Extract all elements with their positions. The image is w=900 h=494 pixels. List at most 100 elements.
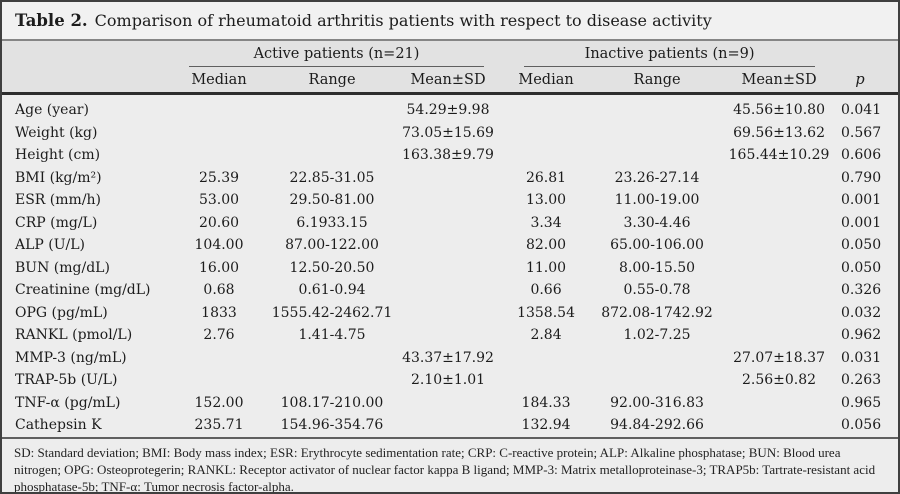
inactive-meansd-cell — [722, 189, 836, 212]
row-label: MMP-3 (ng/mL) — [15, 349, 127, 366]
group-header-row: Active patients (n=21) Inactive patients… — [2, 41, 898, 68]
table-number: Table 2. — [15, 11, 88, 30]
active-median-header: Median — [170, 68, 268, 95]
active-meansd-cell — [396, 234, 500, 257]
row-label: Age (year) — [15, 102, 89, 118]
footer-rule — [2, 436, 898, 439]
table-row: MMP-3 (ng/mL) 43.37±17.92 27.07±18.37 0.… — [2, 347, 898, 370]
active-median-cell — [170, 122, 268, 145]
row-label: CRP (mg/L) — [15, 214, 98, 231]
active-meansd-cell — [396, 324, 500, 347]
inactive-median-cell — [500, 122, 592, 145]
active-meansd-cell — [396, 302, 500, 325]
inactive-range-cell: 872.08-1742.92 — [601, 304, 713, 321]
active-range-cell: 87.00-122.00 — [285, 237, 379, 253]
inactive-median-cell: 132.94 — [521, 417, 571, 433]
inactive-meansd-cell: 165.44±10.29 — [728, 147, 830, 163]
inactive-range-header: Range — [592, 68, 723, 95]
active-range-cell — [268, 369, 396, 392]
inactive-range-cell — [592, 347, 722, 370]
row-label: BUN (mg/dL) — [15, 259, 110, 276]
inactive-range-cell — [592, 369, 722, 392]
comparison-table: Active patients (n=21) Inactive patients… — [2, 41, 898, 437]
active-median-cell — [170, 144, 268, 167]
row-label: ESR (mm/h) — [15, 192, 102, 208]
table-caption: Comparison of rheumatoid arthritis patie… — [94, 11, 712, 30]
p-value-cell: 0.031 — [841, 349, 882, 366]
active-median-cell: 104.00 — [194, 237, 244, 253]
p-value-cell: 0.790 — [841, 169, 882, 186]
inactive-median-cell: 82.00 — [525, 237, 567, 253]
row-label: Cathepsin K — [15, 417, 102, 433]
active-meansd-cell: 54.29±9.98 — [406, 102, 490, 118]
inactive-meansd-cell: 27.07±18.37 — [733, 349, 825, 366]
table-row: TRAP-5b (U/L) 2.10±1.01 2.56±0.82 0.263 — [2, 369, 898, 392]
active-median-cell: 2.76 — [203, 327, 235, 343]
row-label: BMI (kg/m²) — [15, 169, 102, 186]
active-range-cell: 1555.42-2462.71 — [271, 304, 393, 321]
row-label: ALP (U/L) — [15, 237, 86, 253]
inactive-meansd-cell — [722, 324, 836, 347]
inactive-range-cell: 1.02-7.25 — [623, 327, 691, 343]
active-median-cell: 53.00 — [198, 192, 240, 208]
parameter-header — [2, 68, 170, 95]
inactive-range-cell — [592, 122, 722, 145]
inactive-meansd-cell — [722, 392, 836, 415]
p-value-cell: 0.263 — [841, 372, 882, 388]
active-range-cell: 12.50-20.50 — [289, 259, 375, 276]
active-median-cell — [170, 94, 268, 122]
inactive-range-cell — [592, 144, 722, 167]
active-meansd-cell — [396, 279, 500, 302]
inactive-median-cell: 1358.54 — [517, 304, 575, 321]
row-label: TRAP-5b (U/L) — [15, 372, 118, 388]
sub-header-row: Median Range Mean±SD Median Range Mean±S… — [2, 68, 898, 95]
inactive-meansd-cell — [722, 279, 836, 302]
row-label: RANKL (pmol/L) — [15, 327, 133, 343]
row-label: Creatinine (mg/dL) — [15, 282, 151, 298]
active-meansd-cell: 2.10±1.01 — [410, 372, 486, 388]
active-meansd-cell — [396, 392, 500, 415]
inactive-median-cell — [500, 369, 592, 392]
active-range-cell: 0.61-0.94 — [298, 282, 366, 298]
row-label: TNF-α (pg/mL) — [15, 394, 121, 411]
inactive-meansd-cell — [722, 234, 836, 257]
inactive-median-cell — [500, 144, 592, 167]
p-value-cell: 0.965 — [841, 394, 882, 411]
title-rule — [2, 39, 898, 41]
p-column-spacer — [836, 41, 898, 68]
inactive-meansd-cell — [722, 257, 836, 280]
inactive-median-cell: 26.81 — [525, 169, 567, 186]
inactive-meansd-cell — [722, 414, 836, 437]
active-patients-group-header: Active patients (n=21) — [170, 41, 500, 68]
active-range-cell: 29.50-81.00 — [289, 192, 375, 208]
active-median-cell: 16.00 — [198, 259, 240, 276]
inactive-meansd-header: Mean±SD — [722, 68, 837, 95]
table-row: RANKL (pmol/L) 2.76 1.41-4.75 2.84 1.02-… — [2, 324, 898, 347]
active-median-cell — [170, 347, 268, 370]
active-range-cell — [268, 347, 396, 370]
active-meansd-cell — [396, 414, 500, 437]
inactive-meansd-cell — [722, 212, 836, 235]
active-range-cell — [268, 144, 396, 167]
active-range-cell: 108.17-210.00 — [280, 394, 384, 411]
p-value-cell: 0.050 — [841, 259, 882, 276]
p-value-cell: 0.001 — [841, 192, 882, 208]
row-label: Height (cm) — [15, 147, 101, 163]
table-row: BUN (mg/dL) 16.00 12.50-20.50 11.00 8.00… — [2, 257, 898, 280]
row-label: Weight (kg) — [15, 124, 98, 141]
table-row: Height (cm) 163.38±9.79 165.44±10.29 0.6… — [2, 144, 898, 167]
abbreviations-footnote: SD: Standard deviation; BMI: Body mass i… — [14, 444, 876, 494]
p-value-cell: 0.606 — [841, 147, 882, 163]
active-meansd-cell — [396, 257, 500, 280]
inactive-meansd-cell: 69.56±13.62 — [733, 124, 825, 141]
inactive-median-cell: 184.33 — [521, 394, 571, 411]
inactive-median-cell — [500, 347, 592, 370]
inactive-meansd-cell: 2.56±0.82 — [742, 372, 817, 388]
inactive-meansd-cell — [722, 167, 836, 190]
inactive-patients-group-header: Inactive patients (n=9) — [500, 41, 836, 68]
p-value-cell: 0.326 — [841, 282, 882, 298]
active-meansd-cell: 43.37±17.92 — [402, 349, 494, 366]
p-value-cell: 0.962 — [841, 327, 882, 343]
table-row: TNF-α (pg/mL) 152.00 108.17-210.00 184.3… — [2, 392, 898, 415]
table-title: Table 2. Comparison of rheumatoid arthri… — [2, 2, 898, 39]
